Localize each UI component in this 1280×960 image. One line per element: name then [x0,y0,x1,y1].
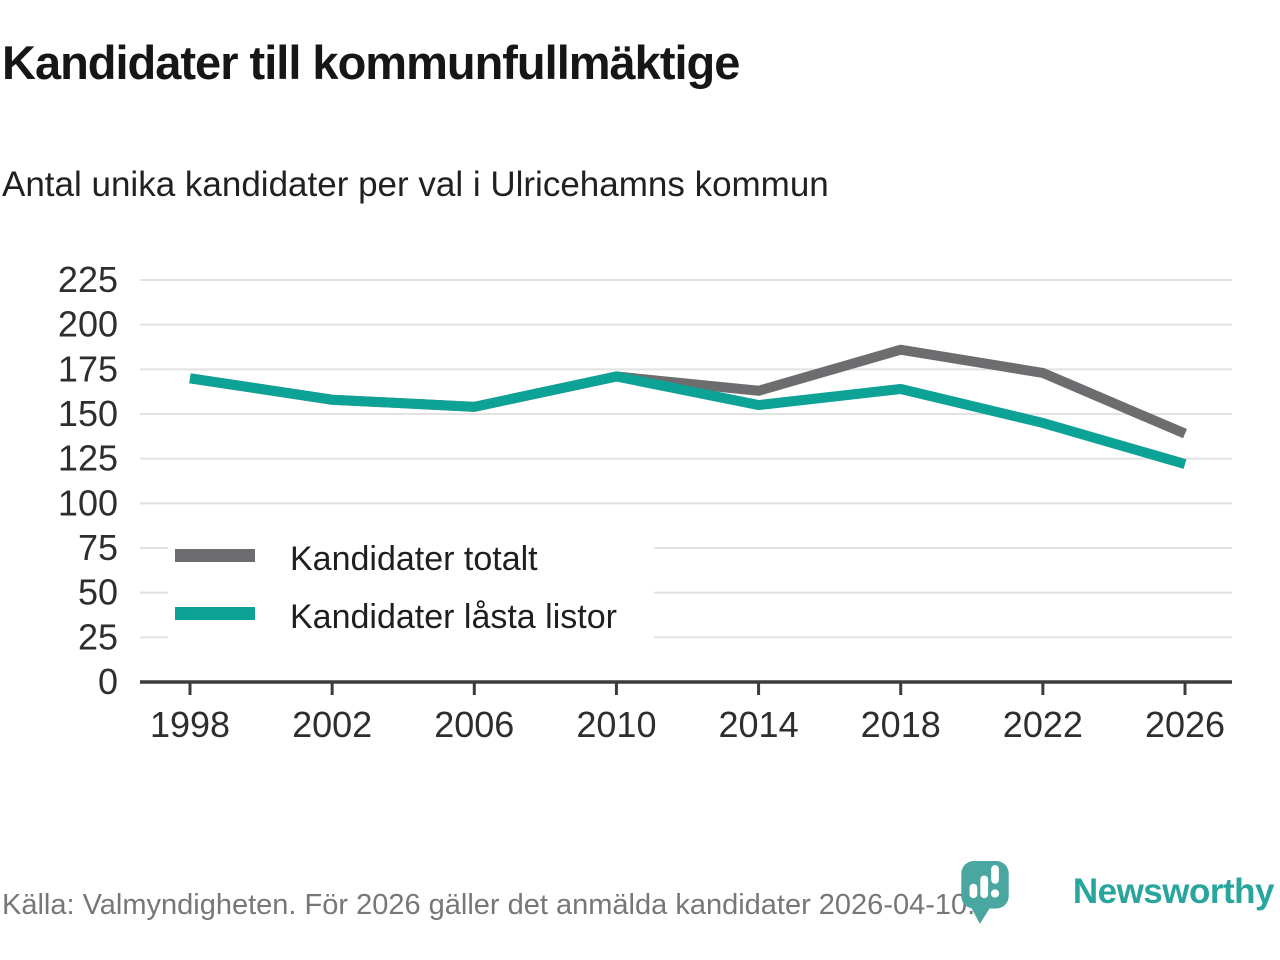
x-tick-label: 1998 [150,704,230,745]
x-tick-label: 2010 [576,704,656,745]
y-tick-label: 225 [58,259,118,300]
x-tick-label: 2026 [1145,704,1225,745]
y-tick-label: 50 [78,572,118,613]
legend-swatch [175,549,255,562]
x-tick-label: 2006 [434,704,514,745]
legend-label: Kandidater låsta listor [290,598,617,636]
y-tick-label: 100 [58,482,118,523]
y-tick-label: 25 [78,616,118,657]
x-axis-ticks [188,682,1187,695]
newsworthy-logo-icon [961,861,1009,924]
legend-swatch [175,607,255,620]
x-tick-label: 2002 [292,704,372,745]
chart-legend: Kandidater totalt Kandidater låsta listor [175,540,617,636]
bar-chart-glyph [969,865,1000,899]
chart-subtitle: Antal unika kandidater per val i Ulriceh… [2,165,829,204]
y-tick-label: 75 [78,527,118,568]
chart-title: Kandidater till kommunfullmäktige [2,36,740,89]
newsworthy-wordmark: Newsworthy [1072,872,1275,911]
x-axis-labels: 1998 2002 2006 2010 2014 2018 2022 2026 [150,704,1225,745]
series-line-1 [189,371,1187,469]
source-note: Källa: Valmyndigheten. För 2026 gäller d… [2,889,976,921]
y-tick-label: 150 [58,393,118,434]
x-tick-label: 2022 [1003,704,1083,745]
x-tick-label: 2014 [719,704,799,745]
legend-label: Kandidater totalt [290,540,538,578]
y-tick-label: 200 [58,304,118,345]
y-tick-label: 125 [58,438,118,479]
x-tick-label: 2018 [861,704,941,745]
y-tick-label: 175 [58,348,118,389]
y-tick-label: 0 [98,661,118,702]
